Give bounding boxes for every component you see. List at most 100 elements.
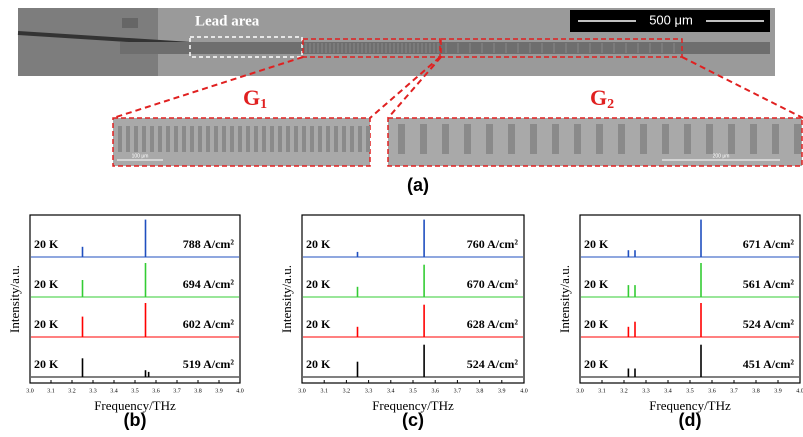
tooth xyxy=(350,126,354,152)
tooth xyxy=(706,124,713,154)
tooth xyxy=(772,124,779,154)
trace-label: 628 A/cm² xyxy=(467,317,519,331)
tooth xyxy=(310,126,314,152)
tooth xyxy=(158,126,162,152)
g2-letter: G xyxy=(590,85,607,110)
x-tick-label: 3.9 xyxy=(498,388,506,394)
legend-name: 20 K xyxy=(584,237,609,251)
legend-name: 20 K xyxy=(584,357,609,371)
tooth xyxy=(214,126,218,152)
trace-label: 524 A/cm² xyxy=(743,317,795,331)
tooth xyxy=(238,126,242,152)
x-tick-label: 3.5 xyxy=(409,388,417,394)
trace-label: 760 A/cm² xyxy=(467,237,519,251)
x-tick-label: 3.1 xyxy=(47,388,55,394)
tooth xyxy=(508,124,515,154)
x-tick-label: 3.0 xyxy=(576,388,584,394)
x-tick-label: 3.6 xyxy=(152,388,160,394)
x-tick-label: 3.4 xyxy=(387,388,395,394)
y-axis-label: Intensity/a.u. xyxy=(279,265,294,333)
trace-label: 519 A/cm² xyxy=(183,357,235,371)
trace-label: 670 A/cm² xyxy=(467,277,519,291)
tooth xyxy=(342,126,346,152)
tooth xyxy=(134,126,138,152)
page: Lead area 500 μm G1 G2 100 μm 200 μm (a)… xyxy=(0,0,803,437)
tooth xyxy=(326,126,330,152)
tooth xyxy=(254,126,258,152)
x-tick-label: 3.8 xyxy=(752,388,760,394)
g1-letter: G xyxy=(243,85,260,110)
scale-label: 500 μm xyxy=(649,12,693,27)
legend-name: 20 K xyxy=(306,357,331,371)
tooth xyxy=(728,124,735,154)
tooth xyxy=(420,124,427,154)
legend-name: 20 K xyxy=(584,277,609,291)
legend-name: 20 K xyxy=(34,357,59,371)
tooth xyxy=(618,124,625,154)
x-tick-label: 4.0 xyxy=(796,388,803,394)
tooth xyxy=(278,126,282,152)
tooth xyxy=(530,124,537,154)
g2-sub: 2 xyxy=(607,97,614,112)
tooth xyxy=(190,126,194,152)
legend-name: 20 K xyxy=(306,277,331,291)
legend-name: 20 K xyxy=(34,317,59,331)
x-tick-label: 3.8 xyxy=(194,388,202,394)
trace-label: 671 A/cm² xyxy=(743,237,795,251)
tooth xyxy=(142,126,146,152)
tooth xyxy=(150,126,154,152)
tooth xyxy=(174,126,178,152)
tooth xyxy=(662,124,669,154)
marker xyxy=(122,18,138,28)
x-tick-label: 3.2 xyxy=(620,388,628,394)
tooth xyxy=(684,124,691,154)
tooth xyxy=(262,126,266,152)
x-tick-label: 3.7 xyxy=(173,388,181,394)
x-tick-label: 3.0 xyxy=(298,388,306,394)
tooth xyxy=(464,124,471,154)
g2-inset xyxy=(388,118,802,166)
tooth xyxy=(552,124,559,154)
tooth xyxy=(574,124,581,154)
tooth xyxy=(230,126,234,152)
tooth xyxy=(596,124,603,154)
legend-name: 20 K xyxy=(306,237,331,251)
tooth xyxy=(486,124,493,154)
x-tick-label: 3.6 xyxy=(431,388,439,394)
ridge xyxy=(120,42,770,54)
g2-scale-label: 200 μm xyxy=(713,153,730,159)
tooth xyxy=(198,126,202,152)
x-tick-label: 4.0 xyxy=(520,388,528,394)
x-tick-label: 3.1 xyxy=(598,388,606,394)
tooth xyxy=(222,126,226,152)
x-tick-label: 3.3 xyxy=(642,388,650,394)
figure: Lead area 500 μm G1 G2 100 μm 200 μm (a)… xyxy=(0,0,803,437)
tooth xyxy=(166,126,170,152)
tooth xyxy=(206,126,210,152)
y-axis-label: Intensity/a.u. xyxy=(557,265,572,333)
trace-label: 451 A/cm² xyxy=(743,357,795,371)
x-tick-label: 3.6 xyxy=(708,388,716,394)
tooth xyxy=(750,124,757,154)
lead-label: Lead area xyxy=(195,13,260,29)
tooth xyxy=(398,124,405,154)
tooth xyxy=(126,126,130,152)
tooth xyxy=(442,124,449,154)
caption: (d) xyxy=(679,410,702,430)
tooth xyxy=(334,126,338,152)
tooth xyxy=(182,126,186,152)
legend-name: 20 K xyxy=(34,277,59,291)
x-tick-label: 3.1 xyxy=(320,388,328,394)
tooth xyxy=(794,124,801,154)
tooth xyxy=(366,126,370,152)
x-tick-label: 3.4 xyxy=(110,388,118,394)
x-tick-label: 3.9 xyxy=(215,388,223,394)
legend-name: 20 K xyxy=(306,317,331,331)
g1-sub: 1 xyxy=(260,97,267,112)
x-tick-label: 3.8 xyxy=(476,388,484,394)
x-tick-label: 3.0 xyxy=(26,388,34,394)
g1-label: G1 xyxy=(243,85,267,112)
tooth xyxy=(318,126,322,152)
g2-label: G2 xyxy=(590,85,614,112)
trace-label: 788 A/cm² xyxy=(183,237,235,251)
